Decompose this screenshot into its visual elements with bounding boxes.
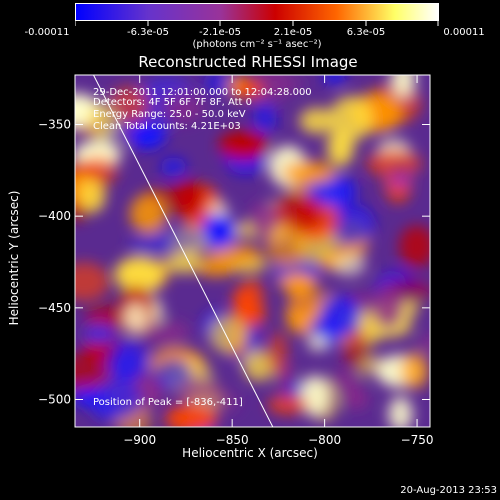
colorbar (75, 3, 439, 21)
y-tick-label: −500 (38, 393, 71, 407)
colorbar-tick-label: -2.1e-05 (199, 27, 241, 38)
info-time-range: 29-Dec-2011 12:01:00.000 to 12:04:28.000 (93, 87, 312, 98)
x-tick-label: −800 (308, 433, 341, 447)
info-detectors: Detectors: 4F 5F 6F 7F 8F, Att 0 (93, 97, 253, 108)
x-tick-label: −750 (401, 433, 434, 447)
colorbar-units-label: (photons cm⁻² s⁻¹ asec⁻²) (192, 39, 322, 50)
y-tick-label: −450 (38, 301, 71, 315)
heatmap-blobs (75, 75, 430, 427)
colorbar-tick-label: -6.3e-05 (127, 27, 169, 38)
peak-position-label: Position of Peak = [-836,-411] (93, 397, 243, 408)
info-energy-range: Energy Range: 25.0 - 50.0 keV (93, 109, 246, 120)
footer-date: 20-Aug-2013 23:53 (400, 485, 497, 496)
x-tick-label: −850 (216, 433, 249, 447)
x-axis-label: Heliocentric X (arcsec) (182, 446, 318, 460)
info-total-counts: Clean Total counts: 4.21E+03 (93, 121, 241, 132)
colorbar-tick-label: 2.1e-05 (273, 27, 313, 38)
colorbar-ticks (75, 20, 439, 26)
colorbar-tick-label: 6.3e-05 (346, 27, 386, 38)
x-tick-label: −900 (123, 433, 156, 447)
y-tick-label: −400 (38, 209, 71, 223)
chart-title: Reconstructed RHESSI Image (138, 53, 358, 71)
y-tick-label: −350 (38, 118, 71, 132)
plot-frame (74, 74, 431, 428)
colorbar-tick-label: -0.00011 (24, 27, 70, 38)
solar-limb-line (93, 74, 274, 428)
y-axis-label: Heliocentric Y (arcsec) (7, 190, 21, 326)
colorbar-tick-label: 0.00011 (443, 27, 485, 38)
